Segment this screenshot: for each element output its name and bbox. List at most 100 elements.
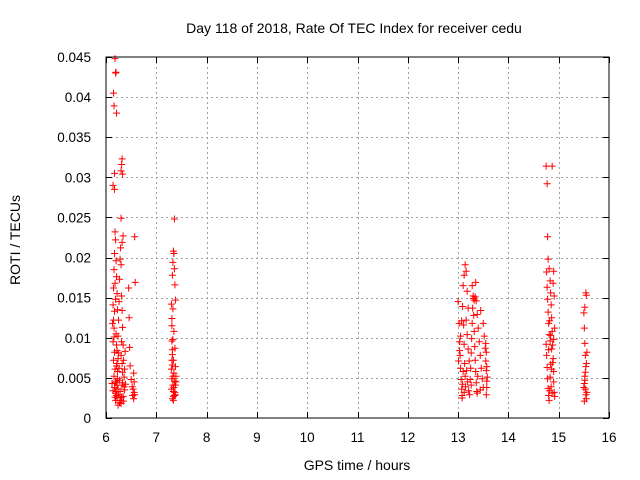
data-point xyxy=(548,162,556,170)
data-point xyxy=(582,363,590,371)
data-point xyxy=(457,375,465,383)
data-point xyxy=(581,368,589,376)
data-point xyxy=(170,392,178,400)
data-point xyxy=(469,304,477,312)
y-tick-label: 0.045 xyxy=(57,50,91,65)
data-point xyxy=(548,389,556,397)
x-tick-label: 16 xyxy=(601,430,616,445)
data-point xyxy=(478,375,486,383)
data-point xyxy=(544,308,552,316)
data-point xyxy=(117,244,125,252)
data-point xyxy=(118,359,126,367)
data-point xyxy=(113,290,121,298)
data-point xyxy=(470,327,478,335)
data-point xyxy=(456,347,464,355)
data-point xyxy=(550,335,558,343)
data-point xyxy=(167,385,175,393)
data-point xyxy=(472,367,480,375)
data-point xyxy=(168,337,176,345)
data-point xyxy=(114,306,122,314)
data-point xyxy=(131,278,139,286)
data-point xyxy=(458,317,466,325)
data-point xyxy=(108,380,116,388)
data-point xyxy=(111,185,119,193)
data-point xyxy=(466,391,474,399)
data-point xyxy=(456,338,464,346)
data-point xyxy=(583,388,591,396)
data-point xyxy=(112,69,120,77)
data-point xyxy=(130,395,138,403)
data-point xyxy=(119,341,127,349)
data-point xyxy=(546,337,554,345)
data-point xyxy=(126,343,134,351)
data-point xyxy=(545,396,553,404)
x-tick-label: 8 xyxy=(203,430,211,445)
data-point xyxy=(583,348,591,356)
data-point xyxy=(168,315,176,323)
data-point xyxy=(545,331,553,339)
data-point xyxy=(116,388,124,396)
data-point xyxy=(464,345,472,353)
data-point xyxy=(169,396,177,404)
data-point xyxy=(475,338,483,346)
data-point xyxy=(118,238,126,246)
chart-title: Day 118 of 2018, Rate Of TEC Index for r… xyxy=(186,20,522,36)
data-point xyxy=(110,372,118,380)
data-point xyxy=(481,344,489,352)
data-point xyxy=(467,364,475,372)
data-point xyxy=(131,391,139,399)
data-point xyxy=(171,391,179,399)
data-point xyxy=(112,236,120,244)
data-point xyxy=(117,261,125,269)
data-point xyxy=(463,331,471,339)
data-point xyxy=(167,365,175,373)
data-point xyxy=(547,383,555,391)
x-tick-label: 14 xyxy=(501,430,517,445)
y-tick-label: 0.015 xyxy=(57,291,91,306)
data-point xyxy=(116,399,124,407)
data-point xyxy=(120,356,128,364)
data-point xyxy=(544,295,552,303)
data-point xyxy=(119,170,127,178)
data-point xyxy=(118,393,126,401)
x-axis-label: GPS time / hours xyxy=(304,457,411,473)
y-tick-label: 0.04 xyxy=(65,90,92,105)
data-point xyxy=(544,233,552,241)
data-point xyxy=(472,297,480,305)
data-point xyxy=(482,391,490,399)
data-point xyxy=(167,300,175,308)
x-tick-label: 13 xyxy=(451,430,466,445)
data-point xyxy=(115,316,123,324)
data-point xyxy=(111,228,119,236)
data-point xyxy=(466,375,474,383)
y-tick-label: 0.025 xyxy=(57,210,91,225)
data-point xyxy=(113,109,121,117)
x-tick-label: 15 xyxy=(551,430,566,445)
data-point xyxy=(582,359,590,367)
data-point xyxy=(549,279,557,287)
data-point xyxy=(470,311,478,319)
y-tick-label: 0 xyxy=(83,411,91,426)
y-tick-label: 0.01 xyxy=(65,331,91,346)
data-point xyxy=(460,271,468,279)
data-point xyxy=(483,377,491,385)
data-point xyxy=(482,357,490,365)
data-point xyxy=(480,332,488,340)
data-point xyxy=(483,363,491,371)
data-point xyxy=(482,339,490,347)
data-point xyxy=(458,394,466,402)
data-point xyxy=(549,359,557,367)
data-point xyxy=(581,303,589,311)
data-point xyxy=(171,363,179,371)
data-point xyxy=(469,292,477,300)
data-point xyxy=(112,396,120,404)
data-point xyxy=(129,385,137,393)
data-point xyxy=(476,386,484,394)
data-point xyxy=(580,309,588,317)
data-point xyxy=(580,397,588,405)
data-point xyxy=(471,356,479,364)
data-point xyxy=(169,356,177,364)
data-point xyxy=(462,383,470,391)
x-tick-label: 11 xyxy=(350,430,364,445)
